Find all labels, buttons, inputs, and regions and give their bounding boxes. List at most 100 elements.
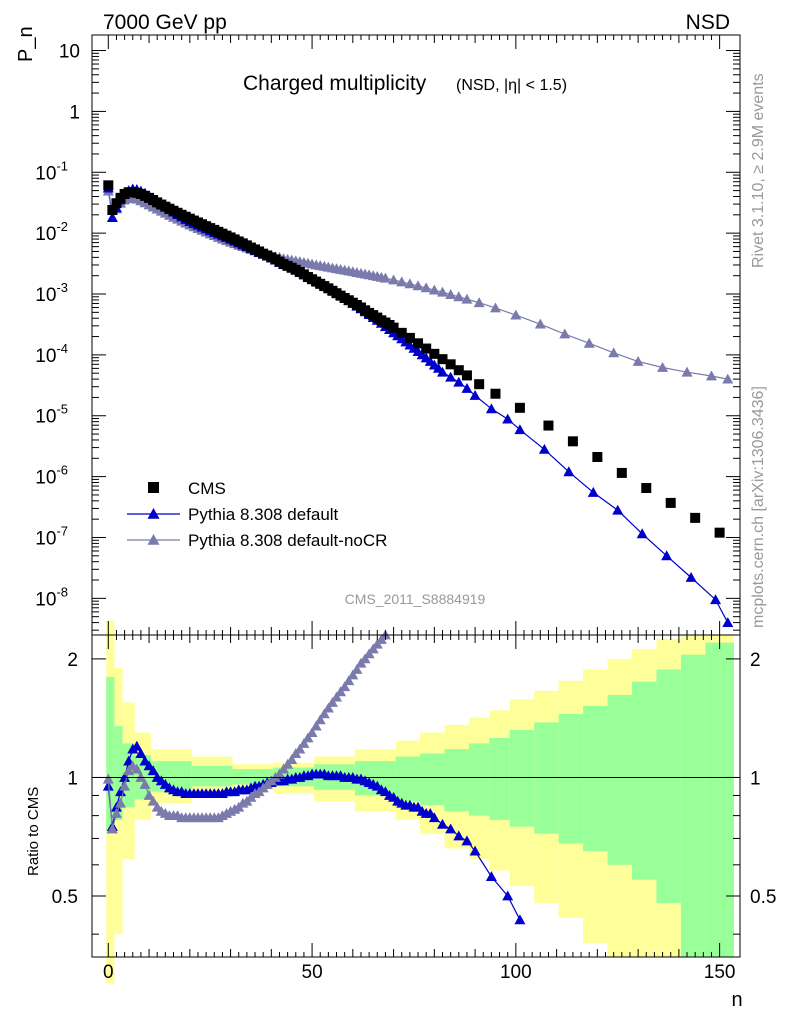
legend-label-pythia-8-308-default: Pythia 8.308 default <box>188 505 339 524</box>
pythia-8-308-default-ratio-point <box>461 835 473 846</box>
ratio-y-tick-label: 2 <box>750 650 761 671</box>
ratio-tick-labels: 0.5 0.5 1 1 2 2 0 50 100 150 <box>52 650 777 983</box>
main-panel-marks <box>102 180 734 627</box>
inner-band-bin <box>395 756 421 802</box>
pythia-8-308-default-point <box>636 528 648 539</box>
pythia-8-308-default-nocr-point <box>379 272 391 283</box>
inner-band-bin <box>656 669 681 903</box>
x-tick-label: 0 <box>103 962 114 983</box>
ratio-y-tick-label: 1 <box>750 768 761 789</box>
pythia-8-308-default-ratio-point <box>147 765 159 776</box>
inner-band-bin <box>191 765 233 787</box>
legend-label-cms: CMS <box>188 479 226 498</box>
pythia-8-308-default-nocr-point <box>445 289 457 299</box>
inner-band-bin <box>632 681 657 880</box>
cms-point <box>421 343 432 354</box>
ratio-y-tick-label: 0.5 <box>52 887 78 908</box>
pythia-8-308-default-nocr-ratio-point <box>318 708 330 719</box>
pythia-8-308-default-point <box>612 504 624 515</box>
main-y-tick-label: 10-2 <box>35 219 68 245</box>
pythia-8-308-default-nocr-ratio-point <box>331 691 343 702</box>
main-y-tick-label: 10-5 <box>35 402 68 428</box>
legend-label-pythia-8-308-default-nocr: Pythia 8.308 default-noCR <box>188 531 387 550</box>
pythia-8-308-default-nocr-ratio-point <box>139 778 151 789</box>
pythia-8-308-default-point <box>710 594 722 605</box>
legend: CMS Pythia 8.308 default Pythia 8.308 defa… <box>127 479 387 550</box>
cms-point <box>461 370 472 381</box>
pythia-8-308-default-nocr-ratio-point <box>298 737 310 748</box>
pythia-8-308-default-point <box>485 403 497 414</box>
pythia-8-308-default-point <box>469 390 481 400</box>
pythia-8-308-default-point <box>445 371 457 382</box>
pythia-8-308-default-nocr-ratio-point <box>106 823 118 834</box>
legend-marker-cms <box>148 482 159 493</box>
ratio-y-tick-label: 2 <box>67 650 78 671</box>
inner-band-bin <box>444 749 469 812</box>
pythia-8-308-default-nocr-ratio-point <box>131 763 143 774</box>
pythia-8-308-default-nocr-ratio-point <box>147 795 159 806</box>
pythia-8-308-default-nocr-ratio-point <box>326 696 338 707</box>
pythia-8-308-default-line <box>107 187 729 623</box>
pythia-8-308-default-nocr-point <box>632 355 644 366</box>
cms-point <box>490 388 501 399</box>
pythia-8-308-default-point <box>538 443 550 454</box>
pythia-8-308-default-nocr-ratio-point <box>294 743 306 754</box>
cms-point <box>453 365 464 376</box>
cms-point <box>404 332 415 343</box>
pythia-8-308-default-nocr-ratio-point <box>119 780 131 791</box>
x-axis-title: n <box>731 989 742 1011</box>
pythia-8-308-default-nocr-ratio-point <box>143 789 155 800</box>
pythia-8-308-default-nocr-point <box>404 278 416 289</box>
main-y-tick-label: 10-1 <box>35 158 68 184</box>
pythia-8-308-default-nocr-ratio-point <box>115 797 127 808</box>
ratio-y-axis-title: Ratio to CMS <box>25 787 42 876</box>
pythia-8-308-default-nocr-point <box>559 328 571 339</box>
pythia-8-308-default-point <box>563 466 575 477</box>
main-y-tick-label: 10-3 <box>35 280 68 306</box>
pythia-8-308-default-ratio-point <box>119 771 131 782</box>
inner-band-bin <box>583 705 608 852</box>
cms-point <box>429 348 440 359</box>
pythia-8-308-default-nocr-point <box>436 286 448 297</box>
pythia-8-308-default-nocr-point <box>722 373 734 384</box>
pythia-8-308-default-ratio-point <box>135 748 147 758</box>
pythia-8-308-default-nocr-point <box>657 362 669 372</box>
pythia-8-308-default-nocr-ratio-point <box>286 754 298 765</box>
pythia-8-308-default-nocr-point <box>428 284 440 295</box>
pythia-8-308-default-nocr-point <box>681 366 693 377</box>
cms-point <box>474 379 485 390</box>
inner-band-bin <box>558 713 584 844</box>
cms-point <box>616 467 627 478</box>
pythia-8-308-default-nocr-ratio-point <box>339 681 351 692</box>
pythia-8-308-default-nocr-ratio-point <box>110 807 122 818</box>
pythia-8-308-default-ratio-point <box>428 812 440 823</box>
main-y-tick-label: 10-6 <box>35 463 68 489</box>
pythia-8-308-default-nocr-point <box>453 291 465 302</box>
inner-band-bin <box>106 676 115 834</box>
main-y-tick-label: 1 <box>69 102 80 123</box>
ratio-y-tick-label: 0.5 <box>750 887 776 908</box>
cms-point <box>514 402 525 413</box>
cms-point <box>111 198 122 209</box>
pythia-8-308-default-nocr-point <box>388 274 400 285</box>
cms-point <box>103 180 114 191</box>
inner-band-bin <box>122 743 135 808</box>
legend-marker-pythia-8-308-default-nocr <box>147 534 160 545</box>
analysis-id-label: CMS_2011_S8884919 <box>345 591 486 607</box>
pythia-8-308-default-ratio-point <box>485 871 497 882</box>
pythia-8-308-default-nocr-point <box>412 280 424 291</box>
cms-point <box>690 512 701 523</box>
cms-point <box>543 420 554 431</box>
pythia-8-308-default-nocr-ratio-point <box>135 771 147 782</box>
pythia-8-308-default-point <box>722 617 734 627</box>
plot-subtitle: (NSD, |η| < 1.5) <box>456 77 567 94</box>
cms-point <box>641 483 652 494</box>
rivet-version-label: Rivet 3.1.10, ≥ 2.9M events <box>750 73 767 268</box>
pythia-8-308-default-nocr-point <box>461 293 473 304</box>
pythia-8-308-default-nocr-ratio-point <box>314 714 326 725</box>
pythia-8-308-default-nocr-ratio-point <box>343 675 355 686</box>
inner-band-bin <box>420 753 445 806</box>
pythia-8-308-default-ratio-point <box>502 890 514 901</box>
cms-point <box>396 327 407 338</box>
inner-band-bin <box>607 694 632 865</box>
